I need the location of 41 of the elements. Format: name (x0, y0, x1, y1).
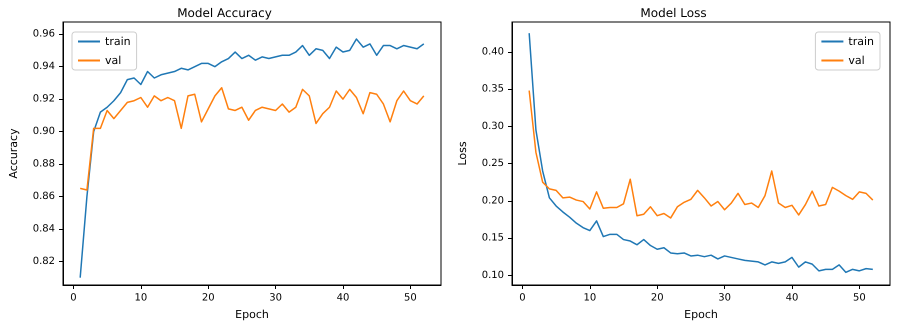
y-tick-label: 0.96 (32, 28, 55, 40)
x-axis-title: Epoch (235, 308, 269, 321)
legend-label: val (105, 54, 122, 67)
chart-title: Model Loss (640, 6, 707, 20)
y-tick-label: 0.84 (32, 223, 55, 234)
y-axis-title: Loss (456, 141, 469, 166)
y-tick-label: 0.15 (482, 232, 504, 244)
x-tick-label: 0 (519, 292, 526, 304)
x-tick-label: 50 (852, 292, 866, 304)
y-tick-label: 0.82 (32, 256, 55, 267)
x-tick-label: 30 (718, 292, 731, 304)
x-tick-label: 0 (70, 292, 77, 304)
y-tick-label: 0.90 (32, 126, 55, 138)
y-tick-label: 0.25 (482, 158, 504, 170)
y-tick-label: 0.10 (482, 270, 504, 281)
y-tick-label: 0.86 (32, 191, 55, 202)
y-tick-label: 0.94 (32, 61, 55, 72)
y-tick-label: 0.35 (482, 84, 504, 95)
x-tick-label: 10 (583, 292, 596, 304)
y-tick-label: 0.88 (32, 158, 55, 170)
line-series (528, 90, 874, 219)
line-series (528, 32, 874, 274)
x-tick-label: 20 (650, 292, 664, 304)
y-tick-label: 0.40 (482, 46, 504, 58)
legend-label: val (848, 54, 865, 67)
x-tick-label: 20 (202, 292, 215, 304)
y-axis-title: Accuracy (7, 128, 20, 179)
y-tick-label: 0.30 (482, 120, 504, 132)
x-axis-title: Epoch (684, 308, 718, 321)
y-tick-label: 0.20 (482, 195, 504, 206)
chart-title: Model Accuracy (177, 6, 272, 20)
x-tick-label: 10 (134, 292, 148, 304)
y-tick-label: 0.92 (32, 94, 55, 105)
x-tick-label: 30 (269, 292, 282, 304)
line-series (79, 38, 425, 278)
x-tick-label: 40 (336, 292, 350, 304)
x-tick-label: 50 (404, 292, 417, 304)
legend-label: train (105, 35, 131, 48)
line-series (79, 87, 425, 191)
x-tick-label: 40 (786, 292, 798, 304)
legend-label: train (848, 35, 874, 48)
